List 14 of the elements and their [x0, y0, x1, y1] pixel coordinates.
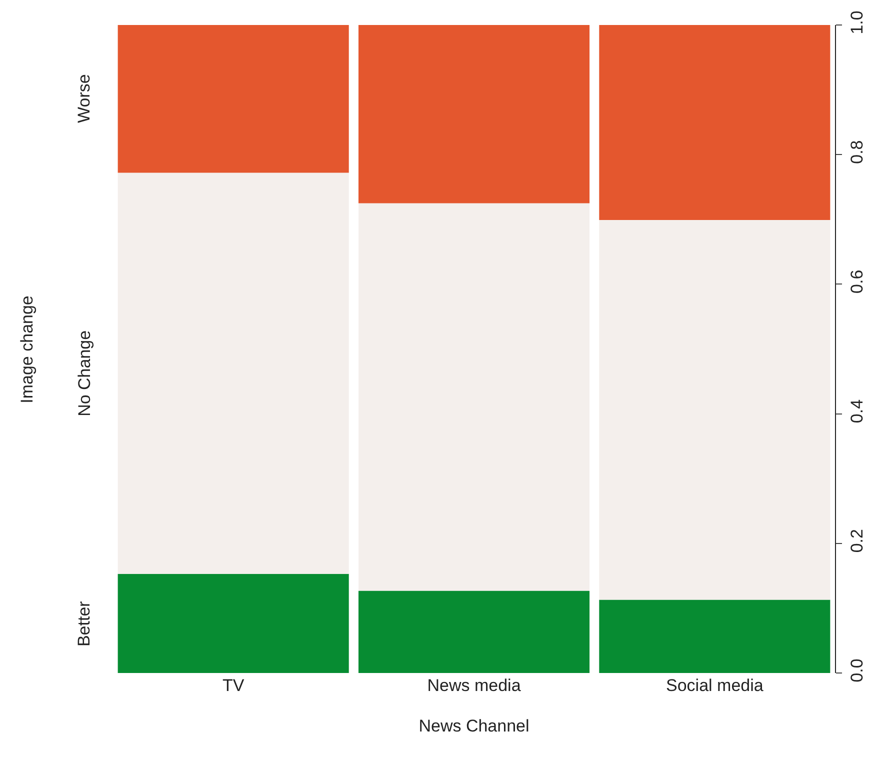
y-tick-label: 1.0: [847, 10, 866, 34]
text: Worse: [74, 74, 94, 123]
y-tick-label: 0.0: [847, 658, 866, 682]
x-tick-label: Social media: [666, 676, 764, 695]
x-axis-title: News Channel: [418, 716, 530, 736]
text: No Change: [74, 330, 94, 416]
y-axis-title: Image change: [17, 296, 36, 404]
y-tick-label: 0.4: [847, 399, 866, 424]
x-tick-label: TV: [222, 676, 245, 695]
x-tick-label: News media: [427, 676, 522, 695]
text: Better: [74, 600, 94, 647]
y-tick-label: 0.8: [847, 140, 866, 164]
y-tick-label: 0.6: [847, 270, 866, 294]
y-tick-label: 0.2: [847, 529, 866, 553]
